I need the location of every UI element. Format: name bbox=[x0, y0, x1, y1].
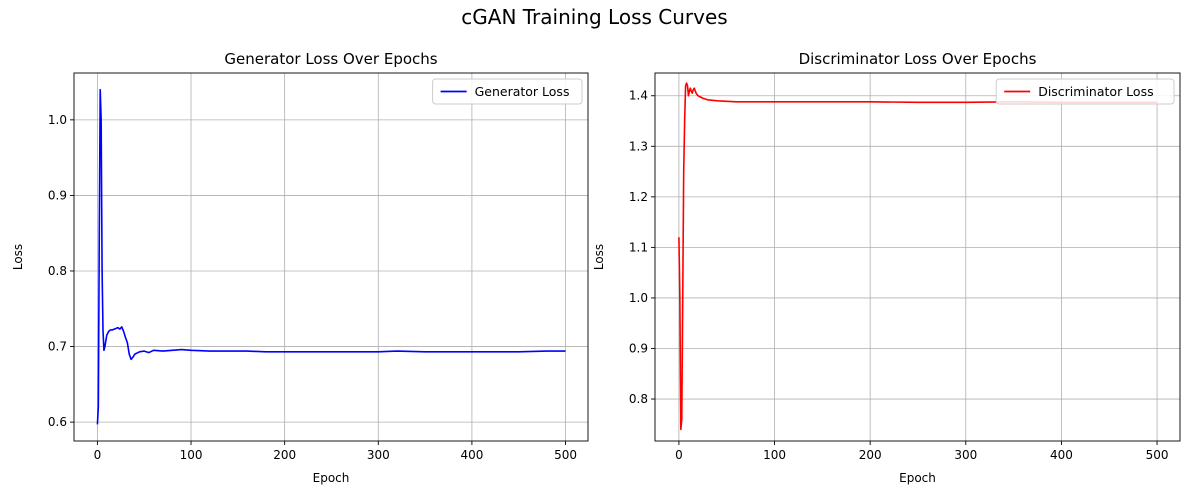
axes-frame bbox=[73, 72, 589, 442]
axes-frame bbox=[654, 72, 1181, 442]
x-tick-label: 400 bbox=[1050, 448, 1073, 462]
y-tick-label: 1.2 bbox=[629, 190, 648, 204]
x-tick-label: 100 bbox=[180, 448, 203, 462]
x-axis-label: Epoch bbox=[313, 471, 350, 485]
y-tick-label: 0.6 bbox=[48, 415, 67, 429]
legend-label: Discriminator Loss bbox=[1038, 84, 1153, 99]
y-axis-label: Loss bbox=[11, 244, 25, 270]
legend: Discriminator Loss bbox=[995, 78, 1175, 105]
y-tick-label: 0.8 bbox=[629, 392, 648, 406]
x-tick-label: 500 bbox=[554, 448, 577, 462]
figure-suptitle: cGAN Training Loss Curves bbox=[461, 5, 728, 29]
x-tick-label: 500 bbox=[1146, 448, 1169, 462]
y-tick-label: 1.4 bbox=[629, 89, 648, 103]
y-tick-label: 0.8 bbox=[48, 264, 67, 278]
x-tick-label: 200 bbox=[859, 448, 882, 462]
series-line bbox=[678, 82, 1158, 431]
y-tick-label: 1.0 bbox=[629, 291, 648, 305]
y-tick-label: 0.7 bbox=[48, 340, 67, 354]
subplot-2: Discriminator Loss Over Epochs 0 100 200 300… bbox=[592, 50, 1181, 485]
legend: Generator Loss bbox=[432, 78, 583, 105]
y-tick-label: 1.0 bbox=[48, 113, 67, 127]
y-tick-label: 0.9 bbox=[629, 341, 648, 355]
x-tick-label: 100 bbox=[763, 448, 786, 462]
x-tick-label: 0 bbox=[675, 448, 683, 462]
y-tick-label: 0.9 bbox=[48, 188, 67, 202]
subplot-title: Discriminator Loss Over Epochs bbox=[799, 50, 1037, 68]
legend-label: Generator Loss bbox=[475, 84, 570, 99]
y-axis-label: Loss bbox=[592, 244, 606, 270]
legend-box bbox=[995, 78, 1175, 105]
series-line bbox=[96, 88, 566, 425]
subplot-1: Generator Loss Over Epochs 0 100 200 300 400 5… bbox=[11, 50, 589, 485]
subplot-title: Generator Loss Over Epochs bbox=[224, 50, 437, 68]
x-axis-label: Epoch bbox=[899, 471, 936, 485]
y-tick-label: 1.1 bbox=[629, 240, 648, 254]
x-tick-label: 0 bbox=[94, 448, 102, 462]
x-tick-label: 200 bbox=[273, 448, 296, 462]
x-tick-label: 300 bbox=[954, 448, 977, 462]
legend-box bbox=[432, 78, 583, 105]
x-tick-label: 400 bbox=[460, 448, 483, 462]
y-tick-label: 1.3 bbox=[629, 139, 648, 153]
x-tick-label: 300 bbox=[367, 448, 390, 462]
